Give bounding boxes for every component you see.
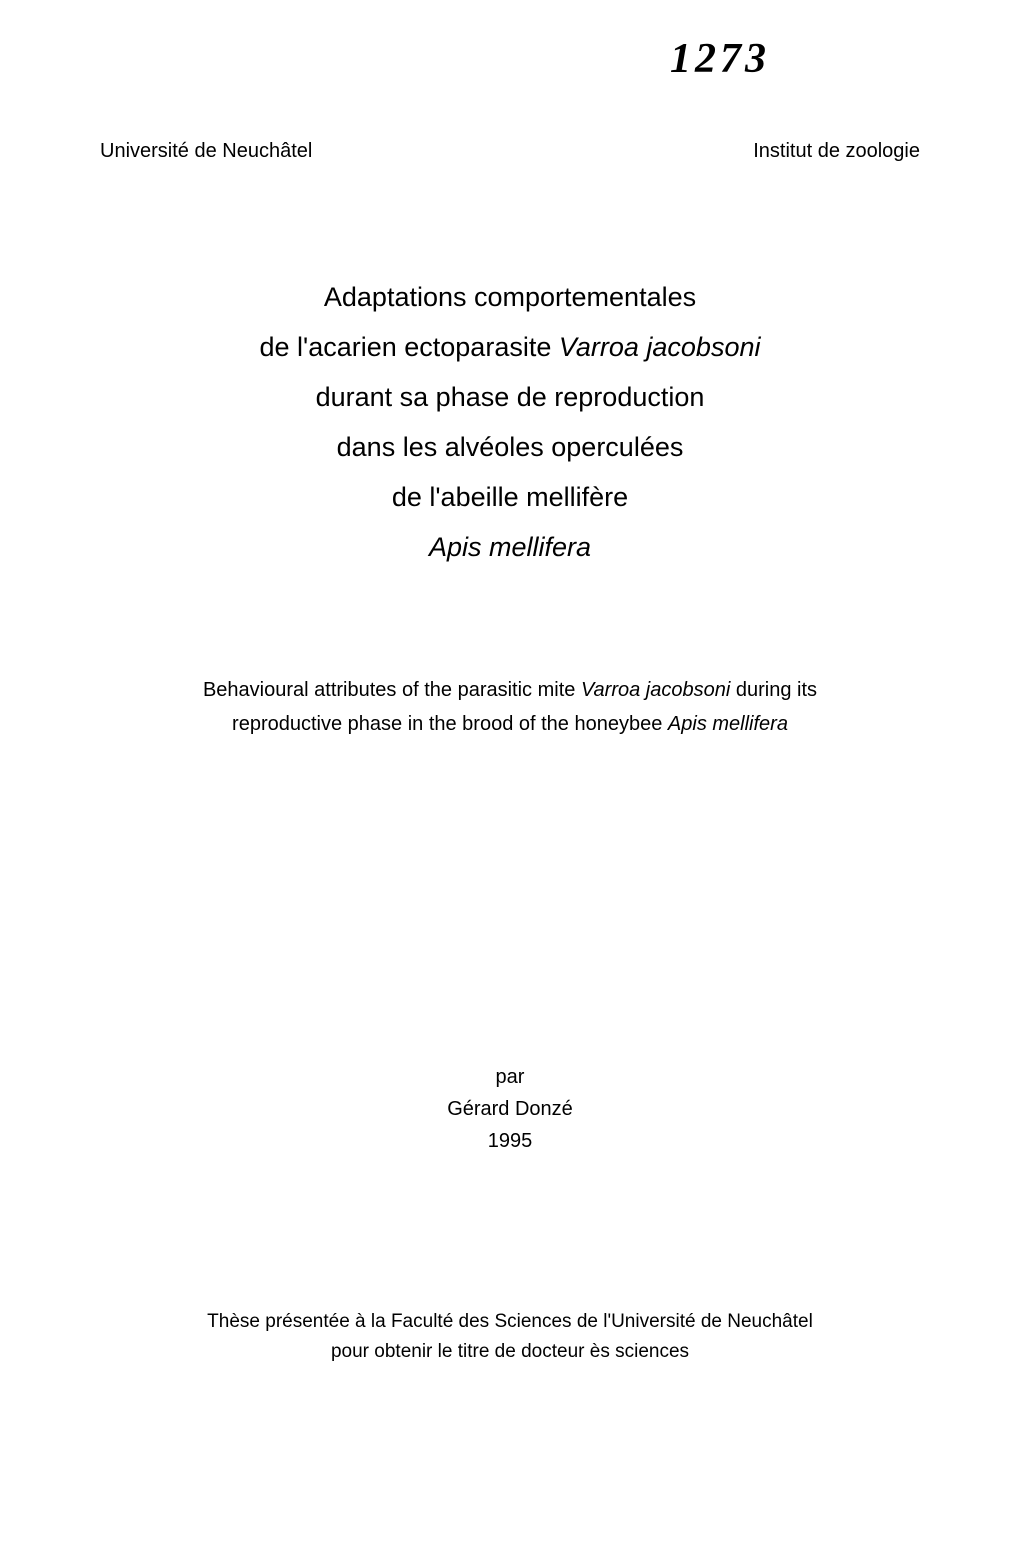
subtitle-line-1: Behavioural attributes of the parasitic …	[100, 673, 920, 707]
title-line-6-species: Apis mellifera	[100, 523, 920, 573]
title-line-2-species: Varroa jacobsoni	[559, 332, 761, 362]
title-line-2-prefix: de l'acarien ectoparasite	[260, 332, 559, 362]
subtitle-line-1-species: Varroa jacobsoni	[581, 679, 730, 701]
handwritten-page-number: 1273	[670, 35, 770, 83]
author-year: 1995	[100, 1125, 920, 1157]
thesis-title-page: 1273 Université de Neuchâtel Institut de…	[0, 0, 1020, 1548]
footer-block: Thèse présentée à la Faculté des Science…	[100, 1307, 920, 1368]
subtitle-line-1-prefix: Behavioural attributes of the parasitic …	[203, 679, 581, 701]
footer-line-1: Thèse présentée à la Faculté des Science…	[100, 1307, 920, 1337]
title-line-4: dans les alvéoles operculées	[100, 423, 920, 473]
header-row: Université de Neuchâtel Institut de zool…	[100, 140, 920, 163]
author-name: Gérard Donzé	[100, 1093, 920, 1125]
institute-name: Institut de zoologie	[753, 140, 920, 163]
subtitle-line-2-species: Apis mellifera	[668, 713, 788, 735]
subtitle-block: Behavioural attributes of the parasitic …	[100, 673, 920, 741]
footer-line-2: pour obtenir le titre de docteur ès scie…	[100, 1337, 920, 1367]
title-line-3: durant sa phase de reproduction	[100, 373, 920, 423]
title-line-1: Adaptations comportementales	[100, 273, 920, 323]
title-block: Adaptations comportementales de l'acarie…	[100, 273, 920, 573]
subtitle-line-2-prefix: reproductive phase in the brood of the h…	[232, 713, 668, 735]
author-block: par Gérard Donzé 1995	[100, 1061, 920, 1157]
subtitle-line-2: reproductive phase in the brood of the h…	[100, 707, 920, 741]
title-line-2: de l'acarien ectoparasite Varroa jacobso…	[100, 323, 920, 373]
title-line-5: de l'abeille mellifère	[100, 473, 920, 523]
subtitle-line-1-suffix: during its	[730, 679, 817, 701]
university-name: Université de Neuchâtel	[100, 140, 312, 163]
author-by: par	[100, 1061, 920, 1093]
